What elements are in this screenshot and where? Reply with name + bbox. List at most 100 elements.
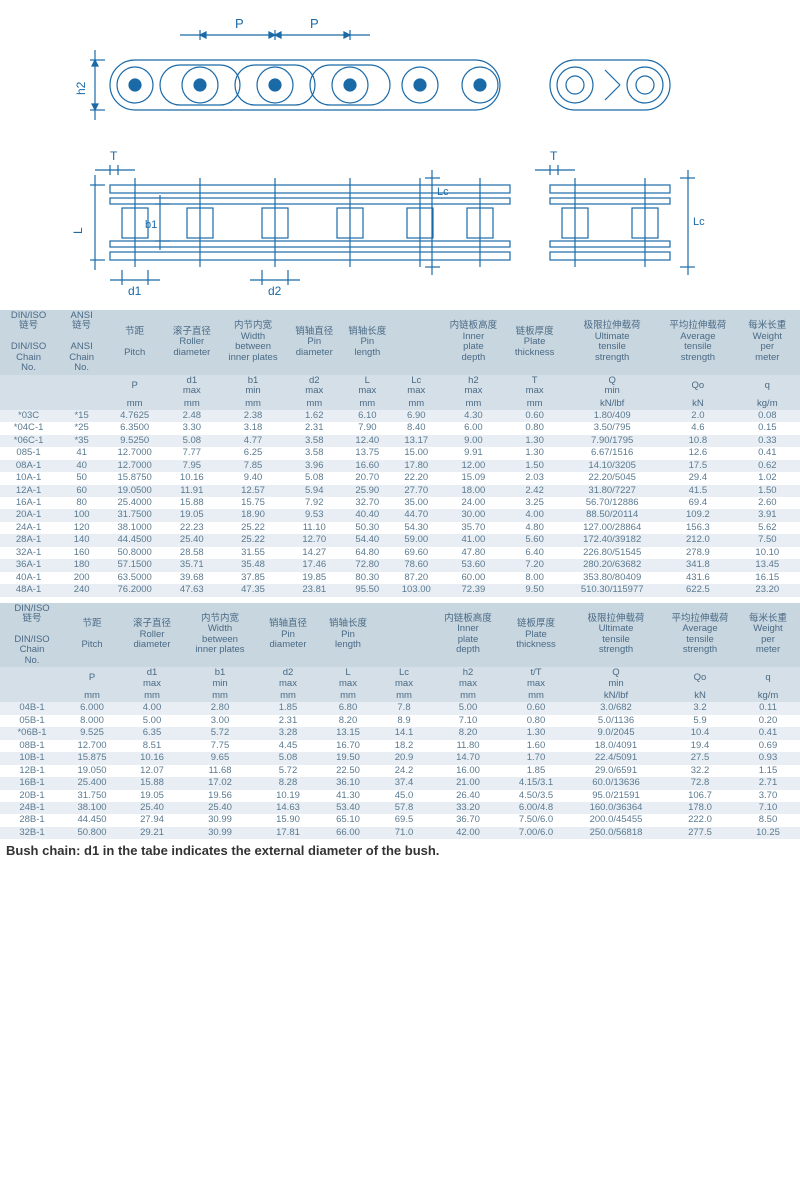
table2-head: DIN/ISO 链号 DIN/ISO Chain No.节距 Pitch滚子直径… <box>0 603 800 703</box>
svg-text:d2: d2 <box>268 284 282 298</box>
svg-text:Lc: Lc <box>437 186 449 198</box>
col-header: DIN/ISO 链号 DIN/ISO Chain No. <box>0 603 64 668</box>
spec-table-b: DIN/ISO 链号 DIN/ISO Chain No.节距 Pitch滚子直径… <box>0 603 800 840</box>
col-header: Q min <box>563 375 661 398</box>
table-row: 04B-16.0004.002.801.856.807.85.000.603.0… <box>0 702 800 714</box>
col-header: mm <box>504 690 568 702</box>
table-row: *06B-19.5256.355.723.2813.1514.18.201.30… <box>0 727 800 739</box>
col-header <box>392 310 441 375</box>
table-row: 085-14112.70007.776.253.5813.7515.009.91… <box>0 447 800 459</box>
col-header: d2 max <box>256 667 320 690</box>
col-header: DIN/ISO 链号 DIN/ISO Chain No. <box>0 310 57 375</box>
col-header: 销轴长度 Pin length <box>343 310 392 375</box>
col-header: b1 min <box>220 375 285 398</box>
col-header: kN <box>661 398 734 410</box>
table-row: 10A-15015.875010.169.405.0820.7022.2015.… <box>0 472 800 484</box>
col-header: 每米长重 Weight per meter <box>735 310 800 375</box>
col-header: mm <box>286 398 343 410</box>
col-header: 节距 Pitch <box>106 310 163 375</box>
col-header <box>0 690 64 702</box>
table1-head: DIN/ISO 链号 DIN/ISO Chain No.ANSI 链号 ANSI… <box>0 310 800 410</box>
table1-body: *03C*154.76252.482.381.626.106.904.300.6… <box>0 410 800 597</box>
table-row: 12A-16019.050011.9112.575.9425.9027.7018… <box>0 485 800 497</box>
col-header: d2 max <box>286 375 343 398</box>
col-header: 内链板高度 Inner plate depth <box>432 603 504 668</box>
col-header: mm <box>343 398 392 410</box>
col-header: kN/lbf <box>568 690 664 702</box>
col-header: t/T max <box>504 667 568 690</box>
table-row: *03C*154.76252.482.381.626.106.904.300.6… <box>0 410 800 422</box>
svg-text:b1: b1 <box>145 219 157 231</box>
svg-text:L: L <box>71 227 85 234</box>
col-header: 节距 Pitch <box>64 603 120 668</box>
col-header: kN/lbf <box>563 398 661 410</box>
col-header: h2 max <box>432 667 504 690</box>
col-header: ANSI 链号 ANSI Chain No. <box>57 310 106 375</box>
col-header: mm <box>256 690 320 702</box>
col-header: Lc max <box>376 667 432 690</box>
chain-diagram: P P h2 T L b1 d1 d2 Lc T Lc <box>0 0 800 310</box>
col-header: d1 max <box>120 667 184 690</box>
col-header: 滚子直径 Roller diameter <box>120 603 184 668</box>
col-header: mm <box>106 398 163 410</box>
table-row: 08B-112.7008.517.754.4516.7018.211.801.6… <box>0 740 800 752</box>
table-row: 36A-118057.150035.7135.4817.4672.8078.60… <box>0 559 800 571</box>
table-row: 16B-125.40015.8817.028.2836.1037.421.004… <box>0 777 800 789</box>
table-row: 16A-18025.400015.8815.757.9232.7035.0024… <box>0 497 800 509</box>
col-header: 内节内宽 Width between inner plates <box>220 310 285 375</box>
table-row: 28A-114044.450025.4025.2212.7054.4059.00… <box>0 534 800 546</box>
col-header: mm <box>320 690 376 702</box>
table-row: *04C-1*256.35003.303.182.317.908.406.000… <box>0 422 800 434</box>
col-header: L max <box>343 375 392 398</box>
col-header: mm <box>184 690 256 702</box>
col-header: mm <box>376 690 432 702</box>
col-header <box>0 398 57 410</box>
col-header <box>376 603 432 668</box>
svg-text:P: P <box>235 16 244 31</box>
col-header <box>0 375 57 398</box>
col-header: mm <box>64 690 120 702</box>
col-header: d1 max <box>163 375 220 398</box>
svg-text:T: T <box>550 149 558 163</box>
col-header: kg/m <box>735 398 800 410</box>
col-header: 链板厚度 Plate thickness <box>506 310 563 375</box>
col-header: 销轴直径 Pin diameter <box>286 310 343 375</box>
svg-text:T: T <box>110 149 118 163</box>
col-header: Qo <box>661 375 734 398</box>
col-header: Lc max <box>392 375 441 398</box>
col-header: 链板厚度 Plate thickness <box>504 603 568 668</box>
col-header: 内链板高度 Inner plate depth <box>441 310 506 375</box>
col-header: mm <box>120 690 184 702</box>
table-row: 12B-119.05012.0711.685.7222.5024.216.001… <box>0 765 800 777</box>
table-row: 20A-110031.750019.0518.909.5340.4044.703… <box>0 509 800 521</box>
col-header: Qo <box>664 667 736 690</box>
col-header: kN <box>664 690 736 702</box>
col-header: mm <box>441 398 506 410</box>
footnote: Bush chain: d1 in the tabe indicates the… <box>0 839 800 862</box>
col-header: T max <box>506 375 563 398</box>
col-header: 极限拉伸载荷 Ultimate tensile strength <box>568 603 664 668</box>
table2-body: 04B-16.0004.002.801.856.807.85.000.603.0… <box>0 702 800 839</box>
col-header: L max <box>320 667 376 690</box>
col-header <box>57 375 106 398</box>
svg-text:Lc: Lc <box>693 216 705 228</box>
col-header: mm <box>392 398 441 410</box>
svg-text:P: P <box>310 16 319 31</box>
col-header: h2 max <box>441 375 506 398</box>
col-header: mm <box>163 398 220 410</box>
table-row: 24A-112038.100022.2325.2211.1050.3054.30… <box>0 522 800 534</box>
table-row: 28B-144.45027.9430.9915.9065.1069.536.70… <box>0 814 800 826</box>
col-header: P <box>64 667 120 690</box>
col-header: 平均拉伸载荷 Average tensile strength <box>664 603 736 668</box>
col-header: 极限拉伸载荷 Ultimate tensile strength <box>563 310 661 375</box>
col-header: mm <box>506 398 563 410</box>
table-row: 08A-14012.70007.957.853.9616.6017.8012.0… <box>0 460 800 472</box>
col-header: q <box>735 375 800 398</box>
col-header: mm <box>432 690 504 702</box>
col-header: 销轴长度 Pin length <box>320 603 376 668</box>
col-header: q <box>736 667 800 690</box>
table-row: 40A-120063.500039.6837.8519.8580.3087.20… <box>0 572 800 584</box>
table-row: 48A-124076.200047.6347.3523.8195.50103.0… <box>0 584 800 596</box>
col-header: 滚子直径 Roller diameter <box>163 310 220 375</box>
table-row: *06C-1*359.52505.084.773.5812.4013.179.0… <box>0 435 800 447</box>
